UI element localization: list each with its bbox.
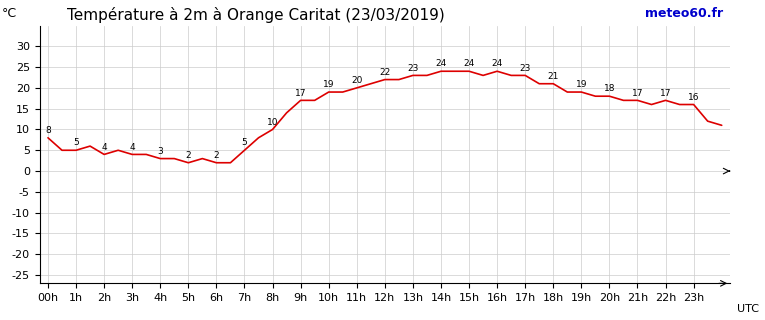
Text: 17: 17 xyxy=(295,89,306,98)
Text: meteo60.fr: meteo60.fr xyxy=(645,7,723,20)
Text: 2: 2 xyxy=(213,151,220,160)
Text: 4: 4 xyxy=(101,143,107,152)
Text: 16: 16 xyxy=(688,93,699,102)
Text: 23: 23 xyxy=(519,64,531,73)
Text: 10: 10 xyxy=(267,118,278,127)
Text: 5: 5 xyxy=(73,139,79,148)
Text: 2: 2 xyxy=(186,151,191,160)
Text: °C: °C xyxy=(2,7,17,20)
Text: 17: 17 xyxy=(659,89,672,98)
Text: 17: 17 xyxy=(632,89,643,98)
Text: 24: 24 xyxy=(464,60,474,68)
Text: 4: 4 xyxy=(129,143,135,152)
Text: 18: 18 xyxy=(604,84,615,93)
Text: 3: 3 xyxy=(158,147,163,156)
Text: 24: 24 xyxy=(435,60,447,68)
Text: 8: 8 xyxy=(45,126,50,135)
Text: 19: 19 xyxy=(323,80,334,89)
Text: 23: 23 xyxy=(407,64,418,73)
Text: UTC: UTC xyxy=(737,304,759,314)
Text: 21: 21 xyxy=(548,72,559,81)
Text: 5: 5 xyxy=(242,139,247,148)
Text: 24: 24 xyxy=(491,60,503,68)
Text: 19: 19 xyxy=(575,80,587,89)
Text: 22: 22 xyxy=(379,68,390,77)
Text: Température à 2m à Orange Caritat (23/03/2019): Température à 2m à Orange Caritat (23/03… xyxy=(67,7,445,23)
Text: 20: 20 xyxy=(351,76,363,85)
